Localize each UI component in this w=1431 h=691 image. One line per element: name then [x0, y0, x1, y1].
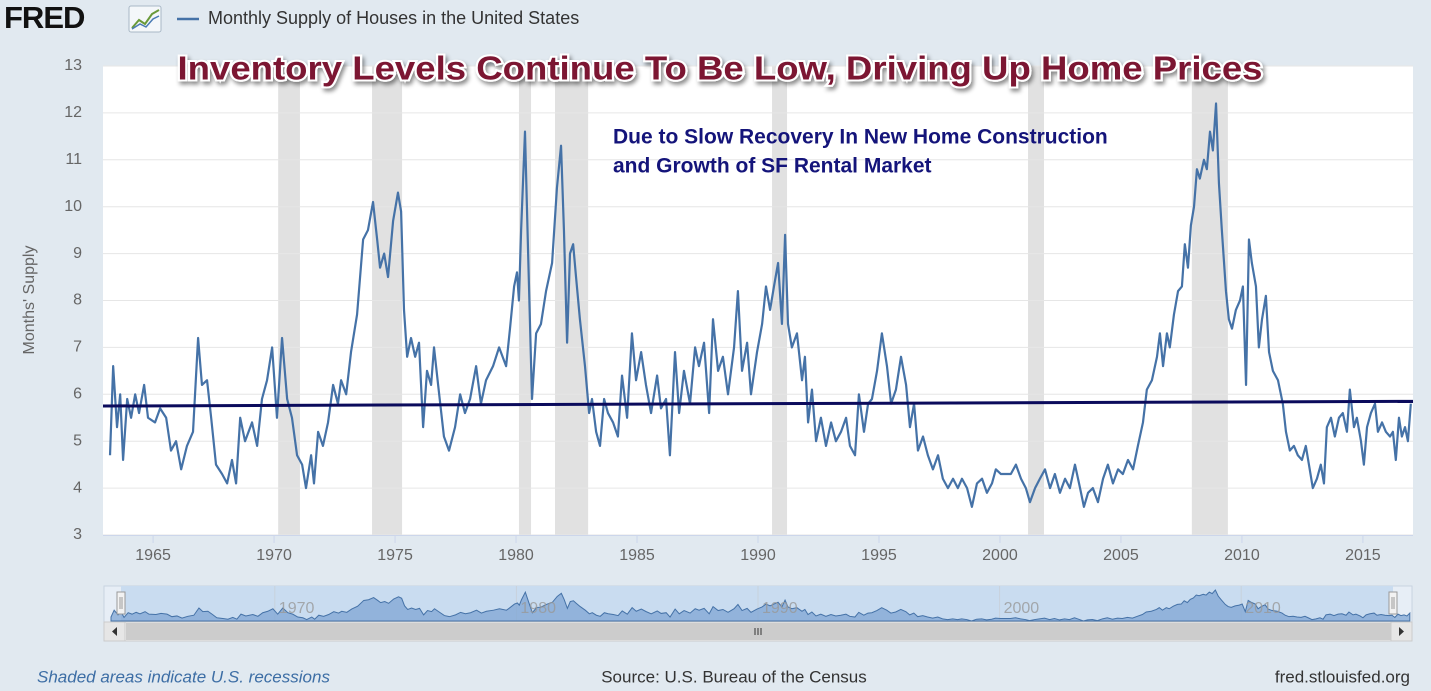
y-tick-label: 10	[64, 198, 82, 215]
y-axis-title: Months' Supply	[21, 246, 38, 355]
logo-icon-line	[131, 15, 160, 30]
x-tick-label: 1990	[740, 547, 776, 564]
x-tick-label: 1980	[498, 547, 534, 564]
y-tick-label: 4	[73, 479, 82, 496]
navigator-label: 1970	[279, 600, 315, 617]
x-tick-label: 2015	[1345, 547, 1381, 564]
logo-icon-line	[131, 9, 160, 29]
navigator-area	[110, 589, 1411, 622]
x-tick-label: 1965	[135, 547, 171, 564]
y-tick-label: 12	[64, 104, 82, 121]
y-tick-label: 9	[73, 245, 82, 262]
navigator-handle[interactable]	[116, 591, 126, 615]
y-tick-label: 13	[64, 57, 82, 74]
navigator-label: 1990	[762, 600, 798, 617]
x-tick-label: 1995	[861, 547, 897, 564]
plot: 3 4 5 6 7 8 9 10 11 12 13 1965 1970 1975 1980 1985 1990 1…	[64, 57, 1414, 564]
x-tick-label: 1985	[619, 547, 655, 564]
y-tick-label: 7	[73, 339, 82, 356]
scroll-left-arrow	[112, 627, 117, 636]
navigator: 1970 1980 1990 2000 2010	[103, 585, 1413, 623]
legend-label: Monthly Supply of Houses in the United S…	[208, 8, 579, 28]
x-tick-label: 2005	[1103, 547, 1139, 564]
x-tick-label: 1970	[256, 547, 292, 564]
recession-note: Shaded areas indicate U.S. recessions	[37, 667, 330, 686]
scrollbar	[103, 621, 1413, 642]
navigator-handle[interactable]	[1388, 591, 1398, 615]
navigator-label: 2010	[1245, 600, 1281, 617]
annotation: and Growth of SF Rental Market	[613, 155, 932, 178]
navigator-label: 2000	[1004, 600, 1040, 617]
x-tick-label: 1975	[377, 547, 413, 564]
logo: FRED	[4, 0, 162, 35]
source: Source: U.S. Bureau of the Census	[601, 667, 867, 686]
navigator-label: 1980	[520, 600, 556, 617]
website: fred.stlouisfed.org	[1275, 667, 1410, 686]
chart-title: Inventory Levels Continue To Be Low, Dri…	[178, 50, 1263, 87]
y-tick-label: 6	[73, 386, 82, 403]
scroll-right-arrow	[1399, 627, 1404, 636]
logo-text: FRED	[4, 0, 85, 35]
x-tick-label: 2000	[982, 547, 1018, 564]
y-tick-label: 8	[73, 292, 82, 309]
y-tick-label: 5	[73, 432, 82, 449]
y-tick-label: 11	[65, 151, 82, 168]
trend-line	[102, 399, 1414, 408]
data-line	[108, 102, 1412, 508]
x-tick-label: 2010	[1224, 547, 1260, 564]
annotation: Due to Slow Recovery In New Home Constru…	[613, 126, 1108, 149]
y-tick-label: 3	[73, 526, 82, 543]
